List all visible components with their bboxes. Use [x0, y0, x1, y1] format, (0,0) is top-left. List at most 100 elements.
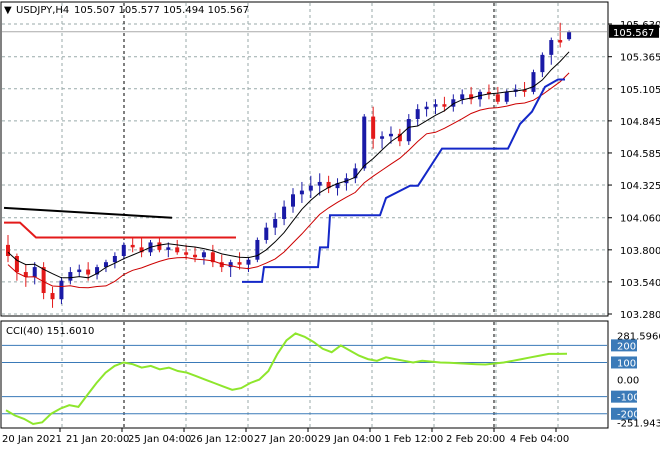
- candle-body: [50, 293, 55, 300]
- candle-body: [210, 252, 215, 263]
- cci-tick-label: -100: [617, 393, 640, 404]
- candle-body: [406, 119, 411, 142]
- candle-body: [504, 91, 509, 102]
- cci-tick-label: 200: [617, 341, 636, 352]
- candle-body: [415, 109, 420, 120]
- candle-body: [335, 183, 340, 189]
- cci-label: CCI(40) 151.6010: [6, 326, 94, 337]
- red-level-line: [4, 221, 236, 239]
- candle-body: [6, 244, 10, 256]
- price-tick-label: 103.280: [620, 310, 660, 321]
- candle-body: [308, 185, 313, 191]
- candle-body: [442, 104, 447, 107]
- time-tick-label: 27 Jan 20:00: [254, 434, 317, 445]
- envelope-lower-line: [7, 72, 570, 289]
- candle-body: [264, 227, 269, 240]
- cci-tick-label: 281.5966: [617, 331, 660, 342]
- candle-body: [14, 256, 19, 273]
- axes: 105.630105.365105.105104.845104.585104.3…: [2, 20, 660, 445]
- candle-body: [86, 269, 91, 275]
- cci-tick-label: -251.9436: [617, 419, 660, 430]
- candle-body: [522, 89, 527, 92]
- candle-body: [362, 116, 367, 169]
- header-arrow-icon[interactable]: ▼: [4, 5, 12, 16]
- time-tick-label: 20 Jan 2021: [2, 434, 62, 445]
- time-tick-label: 29 Jan 04:00: [318, 434, 381, 445]
- cci-level-tag: [611, 390, 637, 403]
- time-tick-label: 26 Jan 12:00: [190, 434, 253, 445]
- candle-body: [41, 267, 46, 294]
- price-tick-label: 104.325: [620, 181, 660, 192]
- candle-body: [486, 91, 491, 95]
- candle-body: [299, 190, 304, 195]
- candle-body: [121, 244, 126, 256]
- price-tick-label: 104.845: [620, 117, 660, 128]
- cci-level-tag: [611, 356, 637, 369]
- envelope-upper-line: [7, 51, 570, 279]
- candle-body: [282, 206, 287, 219]
- candle-body: [139, 247, 144, 253]
- current-price-label: 105.567: [613, 28, 654, 39]
- candle-body: [549, 40, 554, 55]
- candle-body: [531, 72, 536, 92]
- symbol-label: USDJPY,H4: [16, 5, 69, 16]
- price-tick-label: 105.365: [620, 53, 660, 64]
- trend-line: [3, 206, 173, 219]
- cci-series-line: [5, 332, 568, 426]
- candle-body: [77, 269, 82, 273]
- candle-body: [157, 242, 162, 250]
- time-tick-label: 21 Jan 20:00: [66, 434, 129, 445]
- candle-body: [255, 239, 260, 260]
- candle-body: [166, 247, 171, 250]
- candle-body: [175, 247, 180, 253]
- candle-body: [397, 133, 402, 142]
- cci-level-tag: [611, 339, 637, 352]
- price-tick-label: 104.585: [620, 149, 660, 160]
- candle-body: [103, 262, 108, 268]
- candle-body: [451, 99, 456, 107]
- cci-tick-label: 100: [617, 358, 636, 369]
- cci-tick-label: 0.00: [617, 376, 639, 387]
- candle-body: [23, 272, 28, 277]
- candle-body: [326, 181, 331, 189]
- time-tick-label: 25 Jan 04:00: [128, 434, 191, 445]
- candle-body: [469, 94, 474, 100]
- candle-body: [567, 31, 572, 40]
- candle-body: [273, 218, 278, 228]
- candle-body: [201, 252, 206, 258]
- candle-body: [291, 194, 295, 207]
- candle-body: [68, 272, 73, 281]
- candle-body: [424, 106, 429, 110]
- candle-body: [246, 259, 251, 265]
- price-panel: [0, 1, 609, 317]
- price-tick-label: 104.060: [620, 214, 660, 225]
- time-tick-label: 2 Feb 20:00: [446, 434, 505, 445]
- candle-body: [380, 136, 385, 139]
- current-price-tag: [609, 24, 659, 38]
- cci-tick-label: -200: [617, 410, 640, 421]
- time-tick-label: 1 Feb 12:00: [384, 434, 443, 445]
- candle-body: [193, 254, 198, 258]
- candle-body: [317, 181, 322, 186]
- candle-body: [558, 40, 563, 43]
- candle-body: [353, 168, 358, 179]
- candle-body: [95, 267, 100, 275]
- cci-panel: [0, 320, 609, 429]
- candle-body: [112, 256, 117, 263]
- candle-body: [32, 267, 37, 277]
- candle-body: [433, 104, 438, 107]
- indicator-lines: [2, 31, 607, 415]
- candle-body: [130, 244, 135, 248]
- price-tick-label: 103.800: [620, 246, 660, 257]
- candle-body: [184, 252, 189, 255]
- grid: [2, 3, 607, 427]
- ohlc-label: 105.507 105.577 105.494 105.567: [74, 5, 249, 16]
- candle-body: [388, 133, 393, 137]
- cci-level-tag: [611, 407, 637, 420]
- price-tick-label: 103.540: [620, 278, 660, 289]
- trailing-stop-line: [242, 78, 565, 283]
- candle-body: [59, 280, 64, 300]
- candle-body: [228, 262, 233, 268]
- price-tick-label: 105.105: [620, 85, 660, 96]
